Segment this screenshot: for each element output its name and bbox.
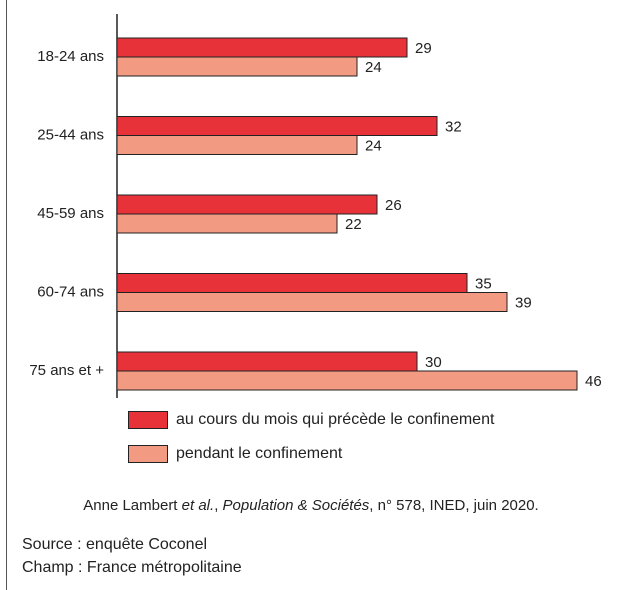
bar-series-2: [116, 135, 358, 155]
data-label-series-1: 32: [445, 119, 462, 136]
bar-chart: 18-24 ans 29 24 25-44 ans 32 24 45-59 ans 26 22 6…: [29, 14, 602, 398]
data-label-series-2: 22: [345, 216, 362, 233]
bar-series-1: [116, 116, 438, 136]
data-label-series-1: 35: [475, 276, 492, 293]
data-label-series-2: 24: [365, 138, 382, 155]
bar-series-1: [116, 351, 418, 372]
citation-et-al: et al.: [181, 497, 215, 514]
data-label-series-1: 30: [425, 354, 442, 371]
category-label: 25-44 ans: [37, 127, 104, 144]
data-label-series-1: 29: [415, 40, 432, 57]
bar-series-2: [116, 370, 578, 391]
citation-separator: ,: [214, 497, 223, 514]
data-label-series-2: 39: [515, 295, 532, 312]
data-label-series-2: 46: [585, 373, 602, 390]
category-label: 75 ans et +: [29, 362, 104, 379]
source-note: Source : enquête Coconel: [22, 536, 208, 553]
bar-series-1: [116, 37, 408, 58]
legend-swatch-series-1: [128, 411, 168, 429]
legend-label-series-2: pendant le confinement: [176, 445, 343, 462]
citation-journal: Population & Sociétés: [222, 497, 370, 514]
bar-series-1: [116, 273, 468, 293]
data-label-series-2: 24: [365, 59, 382, 76]
citation-details: , n° 578, INED, juin 2020.: [369, 497, 539, 514]
frame-left-border: [6, 0, 7, 590]
citation-authors: Anne Lambert: [83, 497, 182, 514]
bar-series-2: [116, 292, 508, 312]
bar-series-2: [116, 213, 338, 234]
scope-note: Champ : France métropolitaine: [22, 559, 242, 576]
bar-series-2: [116, 56, 358, 77]
legend-swatch-series-2: [128, 445, 168, 463]
data-label-series-1: 26: [385, 197, 402, 214]
category-label: 60-74 ans: [37, 284, 104, 301]
bar-series-1: [116, 194, 378, 215]
legend-label-series-1: au cours du mois qui précède le confinem…: [176, 411, 495, 428]
citation: Anne Lambert et al., Population & Sociét…: [0, 497, 622, 514]
category-label: 45-59 ans: [37, 205, 104, 222]
category-label: 18-24 ans: [37, 48, 104, 65]
